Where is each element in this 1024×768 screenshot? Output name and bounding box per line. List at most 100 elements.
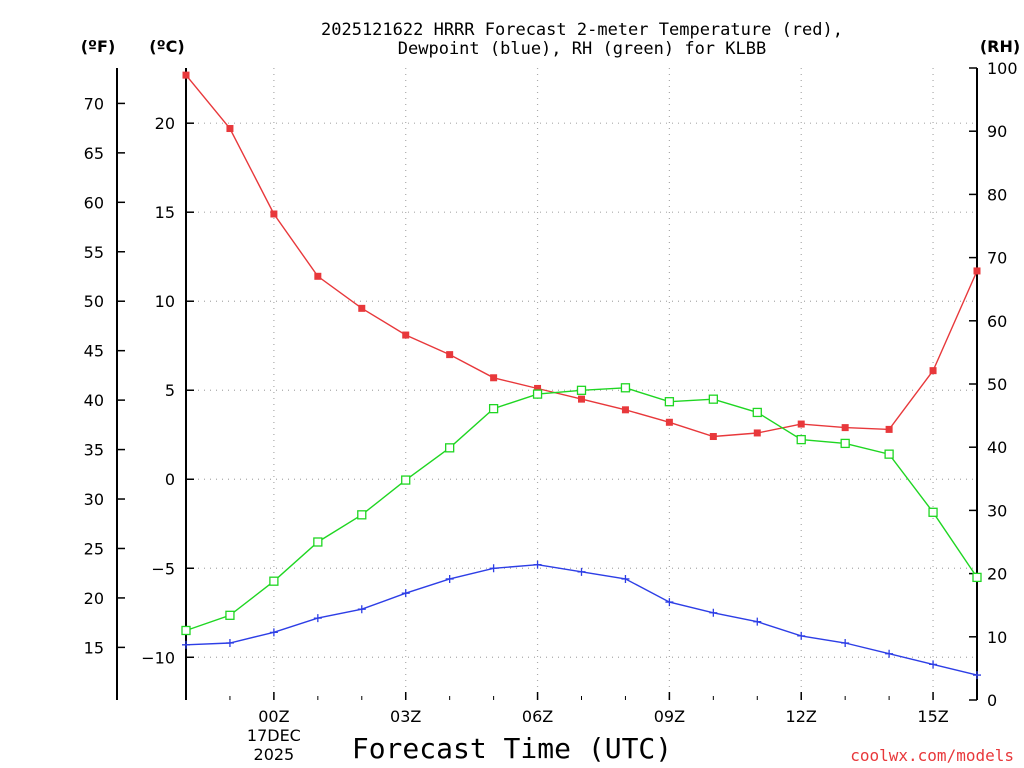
data-series [181, 71, 982, 680]
dewpoint-point [357, 605, 366, 614]
dewpoint-point [973, 671, 981, 680]
x-axis-label: Forecast Time (UTC) [352, 732, 672, 765]
celsius-tick-label: 0 [165, 470, 175, 489]
rh-point [225, 610, 235, 620]
temperature-point [709, 433, 717, 441]
rh-tick-label: 20 [987, 565, 1007, 584]
temperature-point [270, 210, 278, 218]
temperature-point [490, 374, 498, 382]
dewpoint-point [313, 614, 322, 623]
x-tick-label: 09Z [654, 707, 685, 726]
x-tick-label: 12Z [786, 707, 817, 726]
fahrenheit-tick-label: 40 [84, 391, 104, 410]
rh-tick-label: 0 [987, 691, 997, 710]
dewpoint-point [577, 567, 586, 576]
rh-point [401, 475, 411, 485]
gridlines [186, 68, 977, 700]
temperature-point [929, 367, 937, 375]
celsius-tick-label: 5 [165, 381, 175, 400]
rh-point [664, 397, 675, 407]
fahrenheit-tick-label: 60 [84, 193, 104, 212]
x-tick-label: 06Z [522, 707, 553, 726]
rh-point [488, 403, 499, 414]
celsius-tick-label: −10 [141, 648, 175, 667]
dewpoint-point [929, 660, 938, 669]
temperature-point [665, 418, 673, 426]
fahrenheit-tick-label: 55 [84, 243, 104, 262]
dewpoint-point [489, 564, 498, 573]
rh-tick-label: 100 [987, 59, 1018, 78]
rh-point [269, 576, 279, 586]
fahrenheit-tick-label: 65 [84, 144, 104, 163]
celsius-tick-label: 20 [155, 114, 175, 133]
rh-tick-label: 90 [987, 122, 1007, 141]
temperature-point [182, 71, 190, 79]
x-tick-label: 15Z [917, 707, 948, 726]
temperature-point [973, 267, 981, 275]
dewpoint-point [533, 560, 542, 569]
rh-point [181, 625, 191, 636]
temperature-point [402, 331, 410, 339]
dewpoint-point [885, 649, 894, 658]
temperature-point [797, 420, 805, 428]
chart-title-line-1: 2025121622 HRRR Forecast 2-meter Tempera… [321, 20, 843, 40]
temperature-point [621, 406, 629, 414]
rh-point [752, 407, 762, 418]
celsius-tick-label: 10 [155, 292, 175, 311]
rh-axis-unit: (RH) [980, 37, 1020, 56]
rh-tick-label: 50 [987, 375, 1007, 394]
x-tick-label: 03Z [390, 707, 421, 726]
fahrenheit-tick-label: 15 [84, 638, 104, 657]
fahrenheit-tick-label: 50 [84, 292, 104, 311]
fahrenheit-tick-label: 45 [84, 342, 104, 361]
rh-point [620, 383, 631, 393]
dewpoint-series-line [185, 563, 978, 676]
rh-point [313, 537, 323, 547]
temperature-point [314, 272, 322, 280]
dewpoint-point [182, 640, 190, 649]
rh-point [357, 510, 367, 520]
temperature-point [885, 425, 893, 433]
celsius-axis-unit: (ºC) [149, 37, 184, 56]
dewpoint-point [665, 598, 674, 607]
rh-tick-label: 60 [987, 312, 1007, 331]
rh-point [576, 385, 587, 395]
temperature-point [226, 125, 234, 133]
celsius-tick-label: 15 [155, 203, 175, 222]
temperature-point [534, 384, 542, 392]
rh-point [840, 438, 850, 449]
rh-point [928, 507, 938, 517]
dewpoint-point [621, 574, 630, 583]
x-tick-label: 00Z [258, 707, 289, 726]
x-tick-year-label: 2025 [254, 745, 295, 764]
rh-tick-label: 10 [987, 628, 1007, 647]
rh-point [708, 394, 718, 404]
fahrenheit-tick-label: 35 [84, 441, 104, 460]
x-tick-date-label: 17DEC [247, 726, 301, 745]
dewpoint-point [225, 639, 234, 648]
dewpoint-point [269, 628, 278, 637]
rh-point [532, 389, 543, 399]
rh-tick-label: 70 [987, 249, 1007, 268]
dewpoint-point [445, 574, 454, 583]
dewpoint-point [401, 589, 410, 598]
rh-point [884, 449, 894, 459]
rh-point [972, 572, 982, 583]
dewpoint-point [753, 617, 762, 626]
dewpoint-point [797, 631, 806, 640]
rh-tick-label: 40 [987, 438, 1007, 457]
temperature-point [446, 351, 454, 359]
axis-ticks: −10 −5 0 5 10 15 20 15 2025 30 35 40 45 50 55 60 65 70 0 10… [84, 59, 1018, 764]
fahrenheit-tick-label: 70 [84, 94, 104, 113]
chart-title-line-2: Dewpoint (blue), RH (green) for KLBB [398, 39, 766, 59]
credit-text: coolwx.com/models [850, 746, 1014, 765]
temperature-point [358, 304, 366, 312]
rh-series-line [185, 387, 978, 632]
fahrenheit-axis-unit: (ºF) [81, 37, 116, 56]
rh-point [796, 434, 806, 445]
rh-tick-label: 30 [987, 501, 1007, 520]
rh-point [445, 443, 455, 453]
temperature-series-line [185, 74, 978, 438]
celsius-tick-label: −5 [151, 559, 175, 578]
